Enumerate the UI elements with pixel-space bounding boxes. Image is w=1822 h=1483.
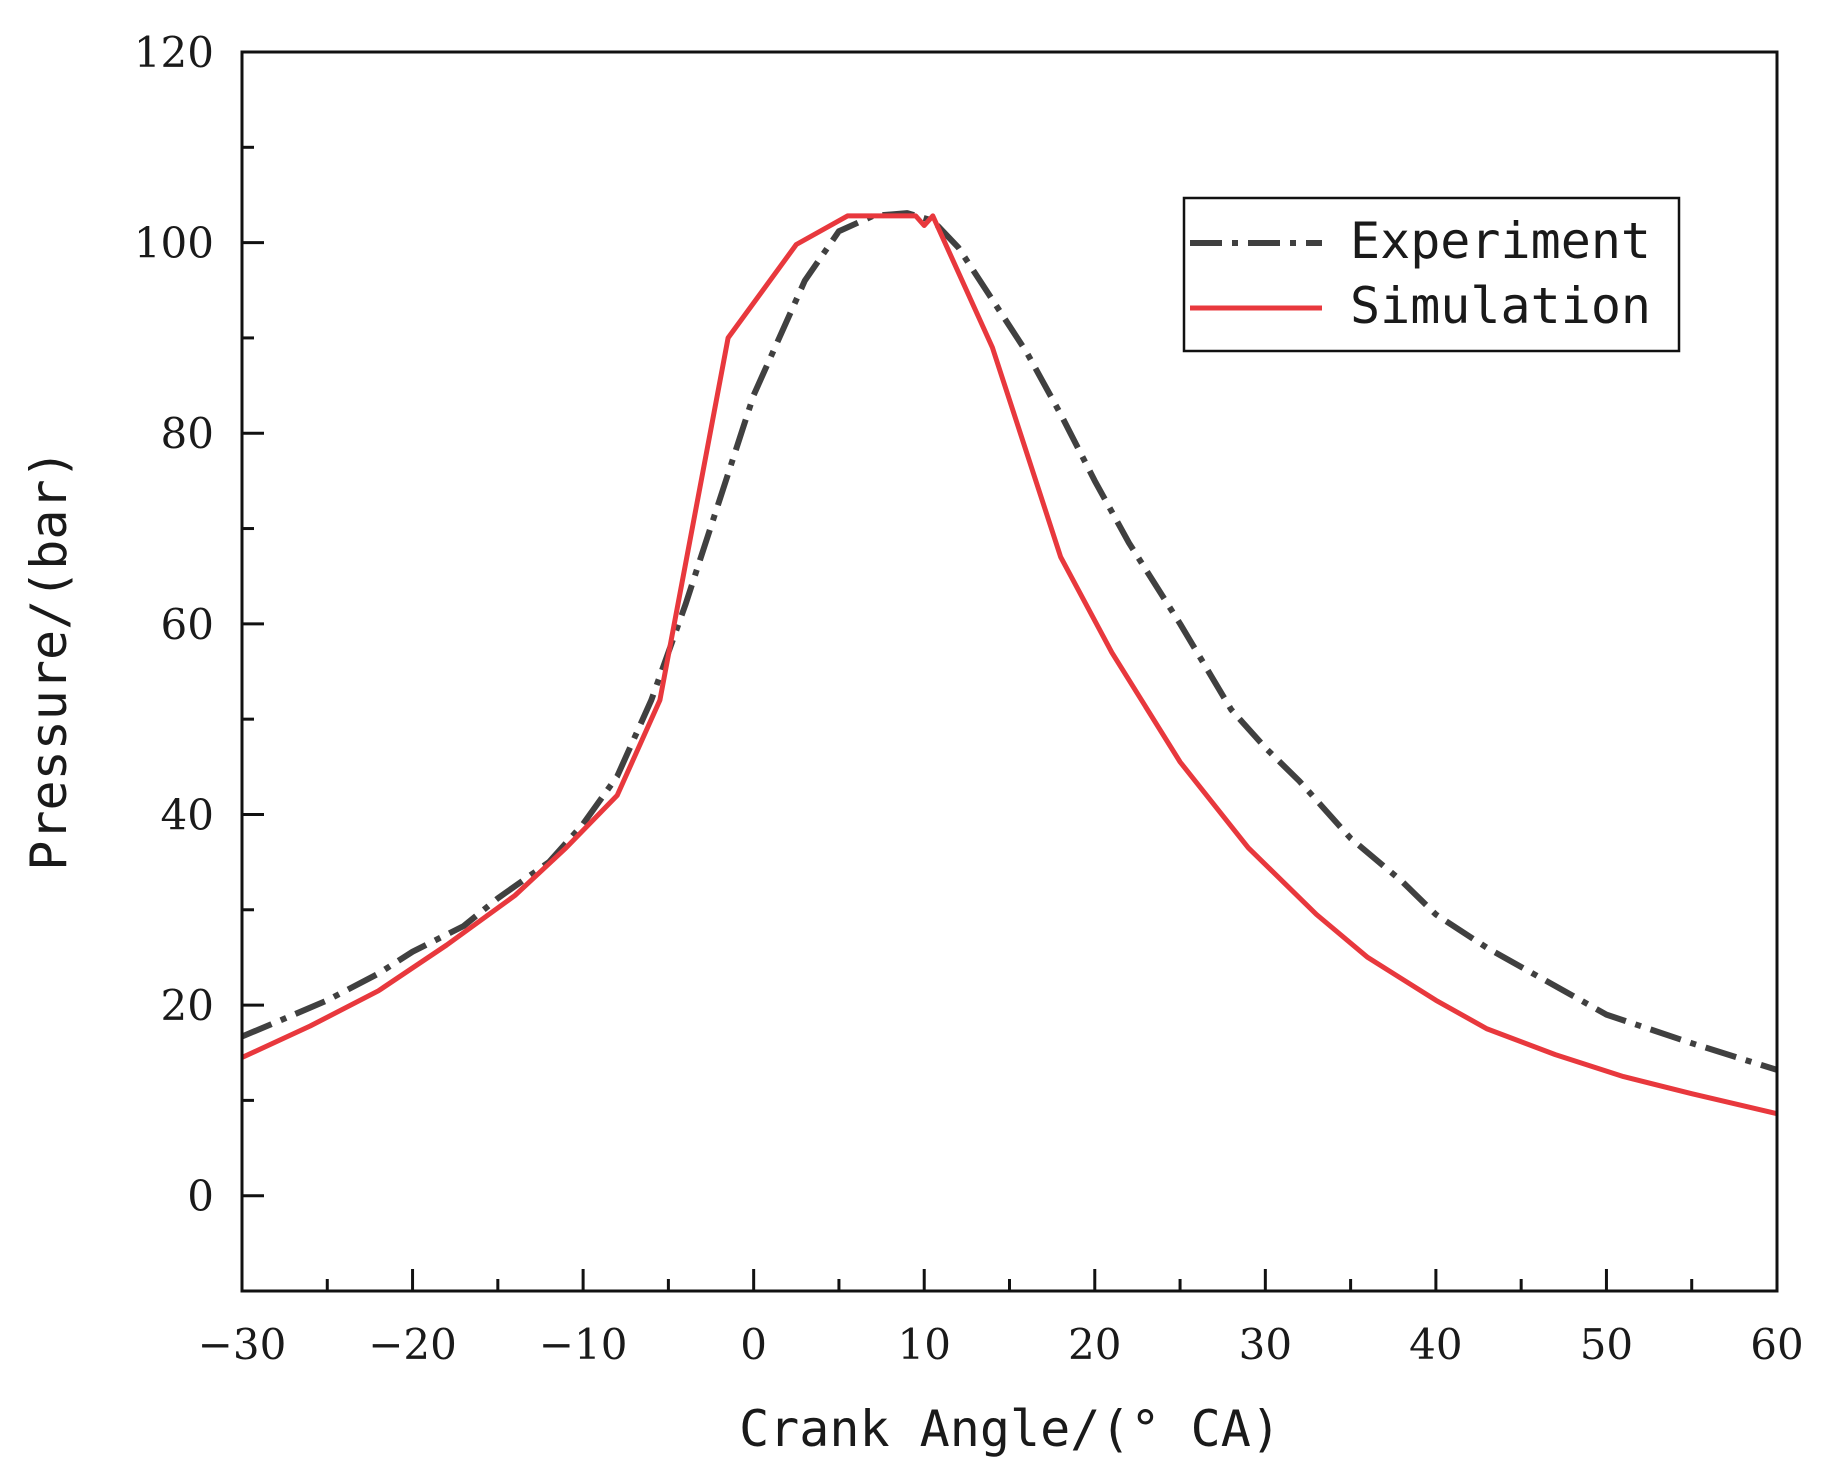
legend-label-simulation: Simulation [1350, 277, 1651, 335]
y-tick-label: 0 [187, 1172, 214, 1221]
x-tick-label: 40 [1409, 1320, 1462, 1369]
x-tick-label: 10 [897, 1320, 950, 1369]
x-tick-label: 0 [740, 1320, 767, 1369]
x-axis-title: Crank Angle/(° CA) [739, 1400, 1281, 1458]
x-tick-label: −20 [368, 1320, 457, 1369]
x-tick-label: 50 [1580, 1320, 1633, 1369]
x-tick-label: 20 [1068, 1320, 1121, 1369]
y-axis-tick-labels: 0 20 40 60 80 100 120 [134, 28, 214, 1221]
y-tick-label: 120 [134, 28, 214, 77]
plot-frame [240, 50, 1779, 1293]
x-tick-label: 30 [1239, 1320, 1292, 1369]
x-axis-tick-labels: −30 −20 −10 0 10 20 30 40 50 60 [198, 1320, 1804, 1369]
series-layer [240, 210, 1778, 1117]
x-tick-label: −10 [539, 1320, 628, 1369]
y-axis-title: Pressure/(bar) [20, 449, 78, 870]
series-line-experiment [240, 210, 1778, 1073]
x-tick-label: −30 [198, 1320, 287, 1369]
series-line-simulation [240, 213, 1778, 1117]
y-tick-label: 100 [134, 219, 214, 268]
y-tick-label: 40 [161, 790, 214, 839]
x-tick-label: 60 [1750, 1320, 1803, 1369]
legend-label-experiment: Experiment [1350, 212, 1651, 270]
y-tick-label: 60 [161, 600, 214, 649]
legend: Experiment Simulation [1182, 196, 1681, 353]
legend-box [1182, 196, 1681, 353]
y-tick-label: 20 [161, 981, 214, 1030]
y-tick-label: 80 [161, 409, 214, 458]
